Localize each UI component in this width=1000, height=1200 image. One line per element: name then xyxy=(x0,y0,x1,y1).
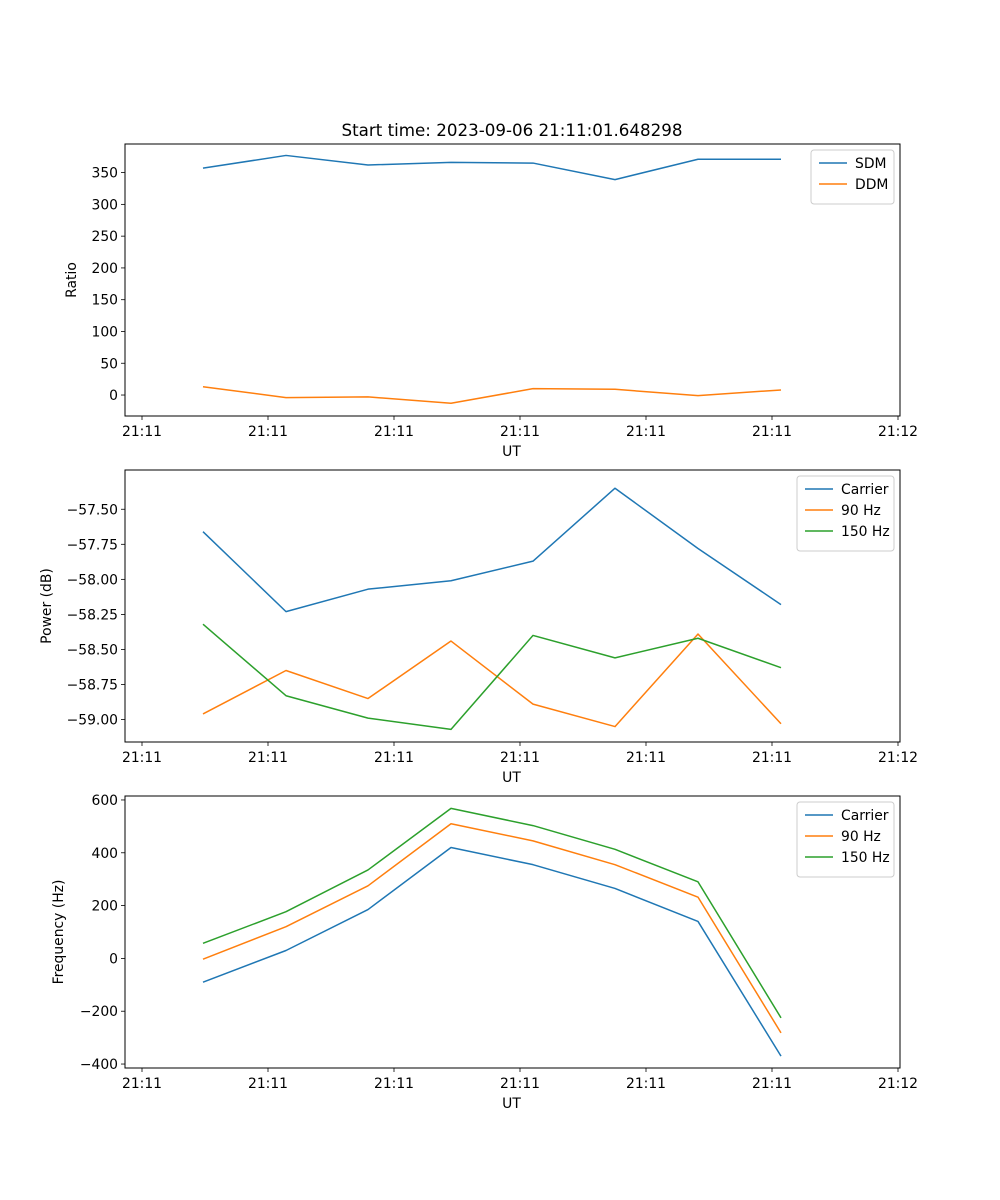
y-tick-label: 350 xyxy=(91,166,118,182)
y-tick-label: −59.00 xyxy=(67,713,118,729)
y-tick-label: −57.50 xyxy=(67,502,118,518)
y-tick-label: 300 xyxy=(91,197,118,213)
y-tick-label: −200 xyxy=(80,1004,118,1020)
legend-label: 150 Hz xyxy=(841,524,890,540)
series-line-sdm xyxy=(202,154,781,181)
figure-title: Start time: 2023-09-06 21:11:01.648298 xyxy=(342,120,683,140)
series-line-carrier xyxy=(202,846,782,1057)
x-tick-label: 21:12 xyxy=(878,750,918,766)
subplot-1: 21:11 21:11 21:11 21:11 21:11 21:11 21:12 UT 0 50… xyxy=(64,143,918,460)
y-tick-label: 200 xyxy=(91,261,118,277)
series-line-ddm xyxy=(202,386,782,405)
legend-label: 90 Hz xyxy=(841,829,881,845)
subplots: 21:11 21:11 21:11 21:11 21:11 21:11 21:12 UT 0 50… xyxy=(39,143,918,1112)
x-axis-label: UT xyxy=(502,444,521,460)
series-line-150-hz xyxy=(202,623,782,731)
x-tick-label: 21:11 xyxy=(122,424,162,440)
series-line-90-hz xyxy=(202,633,782,728)
legend-label: SDM xyxy=(855,156,887,172)
axes-frame xyxy=(124,143,901,417)
x-tick-label: 21:11 xyxy=(626,424,666,440)
x-tick-label: 21:11 xyxy=(122,750,162,766)
legend-label: DDM xyxy=(855,177,888,193)
y-tick-label: 250 xyxy=(91,229,118,245)
y-tick-label: −58.50 xyxy=(67,642,118,658)
y-tick-label: 100 xyxy=(91,324,118,340)
y-tick-label: 400 xyxy=(91,846,118,862)
legend: SDM DDM xyxy=(810,149,895,205)
x-tick-label: 21:11 xyxy=(374,424,414,440)
y-tick-label: 0 xyxy=(109,951,118,967)
y-tick-label: −400 xyxy=(80,1057,118,1073)
y-tick-label: −57.75 xyxy=(67,537,118,553)
axes-frame xyxy=(124,469,901,743)
y-axis-label: Ratio xyxy=(64,262,80,298)
x-tick-label: 21:11 xyxy=(626,750,666,766)
y-tick-label: 150 xyxy=(91,293,118,309)
x-tick-label: 21:11 xyxy=(248,1076,288,1092)
y-axis-label: Power (dB) xyxy=(39,568,55,644)
y-axis-label: Frequency (Hz) xyxy=(51,880,67,985)
y-tick-label: 600 xyxy=(91,793,118,809)
x-tick-label: 21:11 xyxy=(626,1076,666,1092)
legend-box xyxy=(796,475,895,552)
legend-label: Carrier xyxy=(841,482,889,498)
y-tick-label: −58.75 xyxy=(67,678,118,694)
x-tick-label: 21:11 xyxy=(752,750,792,766)
x-tick-label: 21:11 xyxy=(374,1076,414,1092)
y-tick-label: 50 xyxy=(100,356,118,372)
legend-label: 150 Hz xyxy=(841,850,890,866)
subplot-2: 21:11 21:11 21:11 21:11 21:11 21:11 21:12 UT −59… xyxy=(39,469,918,786)
y-tick-label: −58.25 xyxy=(67,607,118,623)
x-tick-label: 21:11 xyxy=(752,1076,792,1092)
legend: Carrier 90 Hz 150 Hz xyxy=(796,475,895,552)
x-tick-label: 21:11 xyxy=(752,424,792,440)
legend-box xyxy=(796,801,895,878)
x-tick-label: 21:11 xyxy=(500,1076,540,1092)
x-axis-label: UT xyxy=(502,1096,521,1112)
y-tick-label: 0 xyxy=(109,388,118,404)
series-line-carrier xyxy=(202,487,782,613)
axes-frame xyxy=(124,795,901,1069)
series-line-90-hz xyxy=(202,822,782,1034)
legend-label: Carrier xyxy=(841,808,889,824)
x-tick-label: 21:12 xyxy=(878,1076,918,1092)
y-tick-label: −58.00 xyxy=(67,572,118,588)
x-tick-label: 21:11 xyxy=(122,1076,162,1092)
x-tick-label: 21:11 xyxy=(374,750,414,766)
subplot-3: 21:11 21:11 21:11 21:11 21:11 21:11 21:12 UT −40… xyxy=(51,793,918,1112)
x-axis-label: UT xyxy=(502,770,521,786)
x-tick-label: 21:11 xyxy=(500,424,540,440)
legend-label: 90 Hz xyxy=(841,503,881,519)
x-tick-label: 21:11 xyxy=(248,750,288,766)
x-tick-label: 21:12 xyxy=(878,424,918,440)
y-tick-label: 200 xyxy=(91,899,118,915)
x-tick-label: 21:11 xyxy=(248,424,288,440)
legend: Carrier 90 Hz 150 Hz xyxy=(796,801,895,878)
series-line-150-hz xyxy=(202,807,782,1019)
x-tick-label: 21:11 xyxy=(500,750,540,766)
